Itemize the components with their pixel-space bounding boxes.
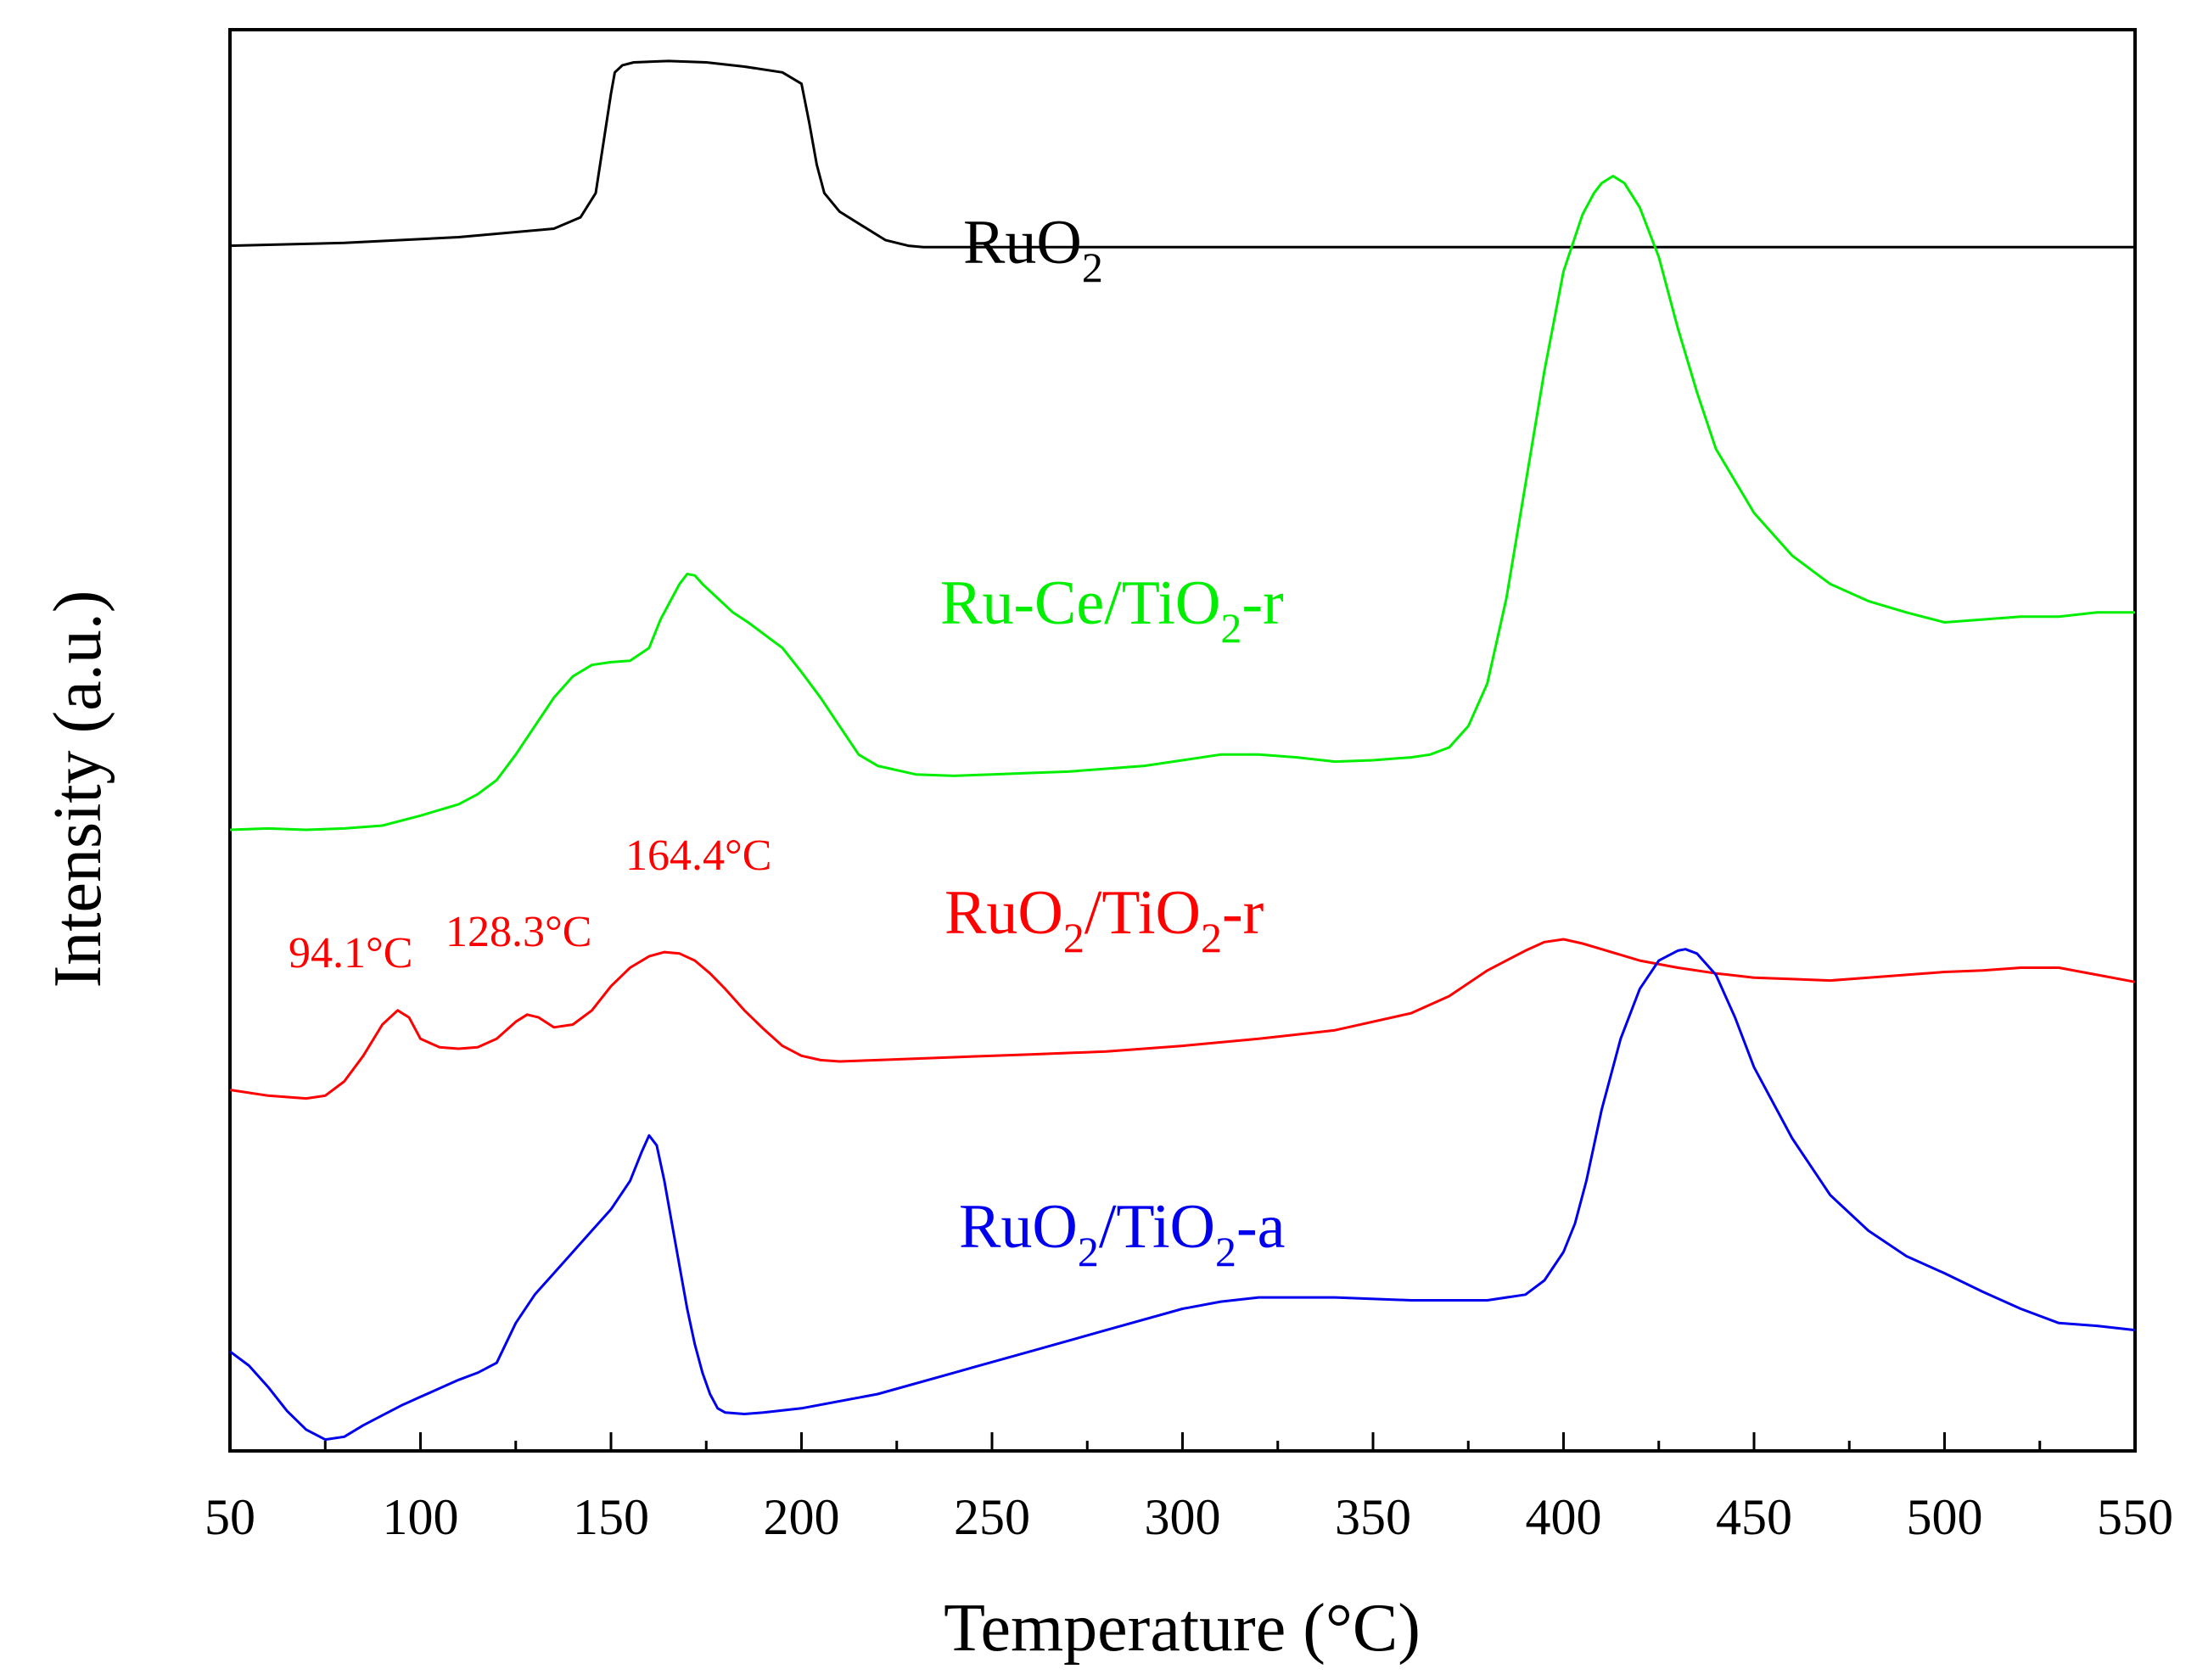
series-line-ruo2-tio2-r xyxy=(229,938,2136,1100)
series-label-part: RuO xyxy=(944,878,1063,948)
series-label-ru-ce-tio2-r: Ru-Ce/TiO2-r xyxy=(940,568,1284,652)
series-label-ruo2-tio2-r: RuO2/TiO2-r xyxy=(944,878,1264,961)
series-label-ruo2-tio2-a: RuO2/TiO2-a xyxy=(959,1192,1285,1275)
x-tick-label: 200 xyxy=(764,1489,840,1545)
series-line-ru-ce-tio2-r xyxy=(229,175,2135,832)
x-tick-label: 450 xyxy=(1716,1489,1792,1545)
x-tick-label: 350 xyxy=(1335,1489,1411,1545)
series-label-part: /TiO xyxy=(1099,1192,1215,1262)
annotation-peak-94: 94.1°C xyxy=(289,929,412,977)
y-axis-title: Intensity (a.u.) xyxy=(41,591,115,988)
series-line-ruo2 xyxy=(229,59,2135,249)
series-label-ruo2: RuO2 xyxy=(963,208,1103,291)
series-label-part: /TiO xyxy=(1084,878,1201,948)
annotation-peak-128: 128.3°C xyxy=(446,908,591,956)
x-axis-ticks: 50 100 150 200 250 300 350 400 450 500 550 xyxy=(205,1432,2173,1545)
series-label-part: -a xyxy=(1236,1192,1286,1262)
series-line-ruo2-tio2-a xyxy=(229,948,2136,1442)
x-tick-label: 300 xyxy=(1145,1489,1221,1545)
series-label-ruo2-main: RuO xyxy=(963,208,1082,277)
x-tick-label: 100 xyxy=(383,1489,459,1545)
x-tick-label: 500 xyxy=(1907,1489,1983,1545)
series-label-part: 2 xyxy=(1215,1228,1236,1275)
series-label-part: -r xyxy=(1241,568,1283,638)
series-label-part: 2 xyxy=(1201,914,1222,961)
x-axis-title: Temperature (°C) xyxy=(944,1591,1421,1666)
x-tick-label: 550 xyxy=(2097,1489,2173,1545)
series-label-part: Ru-Ce/TiO xyxy=(940,568,1220,638)
x-tick-label: 250 xyxy=(954,1489,1030,1545)
series-label-part: 2 xyxy=(1220,604,1241,652)
series-label-ruo2-sub: 2 xyxy=(1082,244,1103,291)
series-lines xyxy=(229,59,2136,1442)
x-tick-label: 50 xyxy=(205,1489,255,1545)
series-label-part: RuO xyxy=(959,1192,1078,1262)
series-label-part: 2 xyxy=(1078,1228,1099,1275)
x-tick-label: 150 xyxy=(573,1489,649,1545)
series-label-part: 2 xyxy=(1063,914,1084,961)
annotation-peak-164: 164.4°C xyxy=(625,832,771,880)
series-label-part: -r xyxy=(1222,878,1264,948)
x-tick-label: 400 xyxy=(1526,1489,1602,1545)
